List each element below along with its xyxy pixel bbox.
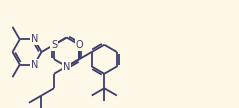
Text: O: O [75, 40, 83, 50]
Text: N: N [31, 60, 38, 70]
Text: N: N [31, 34, 38, 44]
Text: N: N [63, 61, 70, 71]
Text: S: S [51, 40, 57, 50]
